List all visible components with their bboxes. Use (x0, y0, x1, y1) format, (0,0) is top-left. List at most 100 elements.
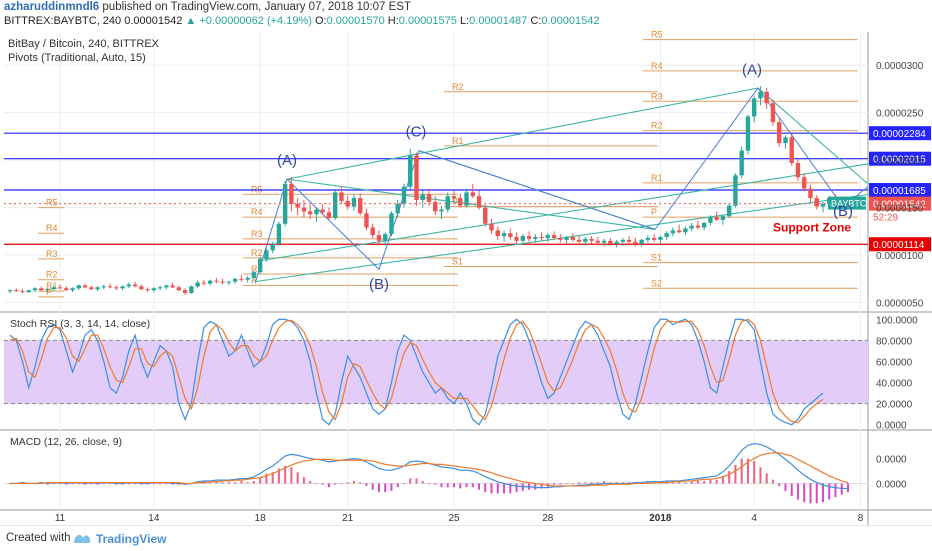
macd-histogram-bar (240, 480, 243, 484)
macd-histogram-bar (621, 482, 624, 484)
footer: Created with TradingView (0, 525, 932, 551)
candle-body (14, 290, 19, 292)
macd-histogram-bar (453, 483, 456, 488)
candle-body (358, 198, 363, 214)
low-label: L: (459, 15, 470, 27)
macd-histogram-bar (484, 483, 487, 493)
author-link[interactable]: azharuddinmndl6 (4, 1, 100, 13)
macd-histogram-bar (77, 483, 80, 485)
macd-histogram-bar (778, 483, 781, 486)
candle-body (57, 287, 63, 289)
key-level-tag (869, 126, 931, 141)
tradingview-brand[interactable]: TradingView (96, 532, 167, 546)
macd-histogram-bar (578, 482, 581, 484)
candle-body (182, 290, 188, 294)
candle-body (795, 162, 801, 178)
candle-body (101, 286, 106, 288)
candle-body (689, 225, 694, 229)
y-tick-label: 0.0000050 (876, 299, 924, 310)
macd-histogram-bar (346, 482, 349, 484)
y-tick-label: 0.0000200 (876, 156, 924, 167)
macd-histogram-bar (765, 473, 768, 484)
chart-header: azharuddinmndl6 published on TradingView… (0, 0, 932, 30)
candle-body (214, 280, 219, 282)
pivot-level-label: R4 (251, 207, 263, 217)
close-label: C: (530, 15, 542, 27)
macd-histogram-bar (352, 480, 355, 484)
macd-histogram-bar (384, 483, 387, 493)
candle-body (320, 209, 325, 213)
macd-histogram-bar (759, 467, 762, 484)
publish-line: azharuddinmndl6 published on TradingView… (4, 1, 411, 13)
candle-body (808, 188, 813, 199)
macd-histogram-bar (371, 483, 374, 490)
candle-body (720, 216, 726, 220)
candle-body (608, 240, 613, 244)
macd-histogram-bar (440, 483, 443, 488)
pivot-level-label: R5 (46, 198, 58, 208)
macd-histogram-bar (603, 480, 606, 484)
macd-histogram-bar (478, 483, 481, 490)
macd-histogram-bar (159, 483, 162, 485)
candle-body (232, 278, 238, 282)
macd-histogram-bar (284, 466, 287, 484)
rsi-band (4, 340, 868, 404)
candle-body (120, 286, 125, 289)
candle-body (195, 282, 200, 287)
candle-body (752, 98, 757, 117)
pivot-level-label: S1 (452, 256, 463, 266)
x-tick-label: 4 (751, 513, 757, 524)
indicator-label: Pivots (Traditional, Auto, 15) (8, 52, 146, 64)
macd-histogram-bar (340, 483, 343, 485)
pivot-level-label: R1 (46, 281, 58, 291)
low-value: 0.00001487 (469, 15, 528, 27)
candle-body (89, 287, 94, 290)
chart-area[interactable]: BitBay / Bitcoin, 240, BITTREX Pivots (Tr… (0, 30, 932, 525)
candle-body (458, 198, 463, 206)
candle-body (239, 278, 244, 280)
macd-histogram-bar (565, 483, 568, 485)
macd-histogram-bar (296, 472, 299, 484)
macd-histogram-bar (728, 471, 731, 484)
macd-histogram-bar (259, 477, 262, 484)
chart-title: BitBay / Bitcoin, 240, BITTREX (8, 38, 160, 50)
symbol-tag (828, 196, 866, 210)
macd-histogram-bar (553, 483, 556, 485)
candle-body (739, 150, 744, 176)
candle-body (157, 287, 163, 289)
candle-body (777, 122, 782, 144)
last-price-label: 0.00001542 (873, 200, 926, 211)
macd-histogram-bar (709, 479, 712, 484)
macd-histogram-bar (496, 483, 499, 494)
trendline (286, 178, 656, 230)
candle-body (220, 281, 225, 283)
elliott-wave-path (254, 87, 869, 284)
candle-body (339, 192, 344, 201)
candle-body (501, 233, 507, 237)
candle-body (539, 237, 544, 239)
candle-body (701, 222, 707, 228)
candle-body (26, 290, 31, 293)
countdown-label: 52:29 (873, 213, 898, 224)
macd-histogram-bar (809, 483, 812, 504)
candle-body (45, 289, 50, 291)
macd-histogram-bar (359, 482, 362, 484)
publish-info: published on TradingView.com, January 07… (102, 1, 411, 13)
macd-histogram-bar (165, 483, 168, 485)
macd-histogram-bar (690, 480, 693, 484)
trendline (757, 87, 869, 185)
macd-histogram-bar (271, 472, 274, 484)
macd-histogram-bar (84, 483, 87, 485)
rsi-tick-label: 80.0000 (876, 336, 913, 347)
macd-histogram-bar (127, 483, 130, 485)
candle-body (32, 288, 38, 291)
candle-body (39, 288, 44, 291)
candle-body (464, 192, 469, 206)
candle-body (595, 240, 601, 243)
ohlc-line: BITTREX:BAYBTC, 240 0.00001542 ▲ +0.0000… (4, 15, 599, 27)
macd-histogram-bar (277, 468, 280, 484)
candle-body (70, 288, 75, 291)
macd-histogram-bar (327, 483, 330, 488)
candle-body (789, 137, 794, 163)
